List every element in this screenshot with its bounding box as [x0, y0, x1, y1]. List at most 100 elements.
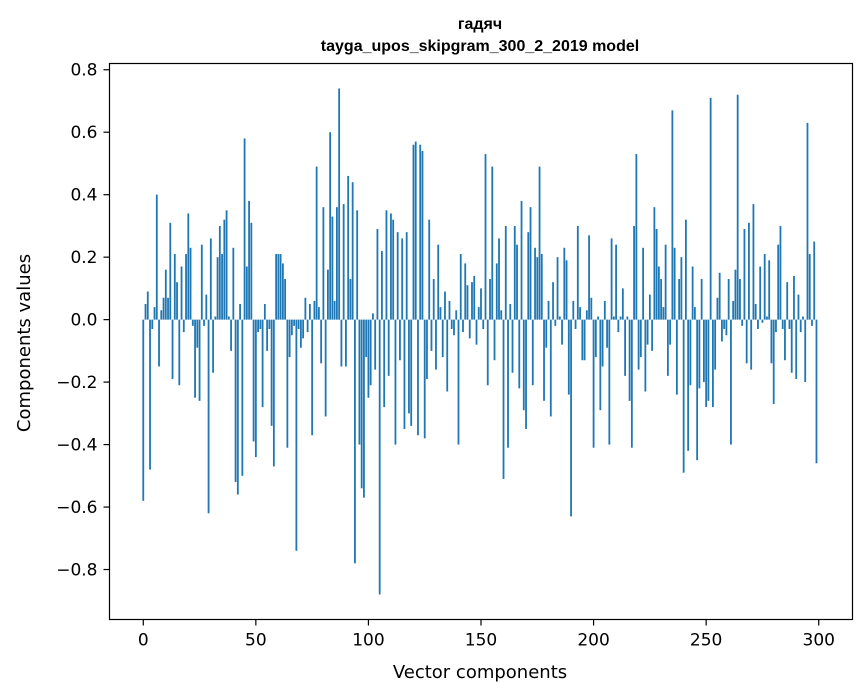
- bar: [329, 132, 332, 320]
- bar: [342, 204, 345, 320]
- bar: [543, 319, 545, 401]
- bar: [599, 319, 602, 411]
- bar: [754, 304, 757, 320]
- bar: [464, 263, 467, 320]
- bar: [430, 319, 433, 351]
- y-tick-label: 0.4: [70, 186, 97, 206]
- bar: [374, 319, 377, 370]
- bar: [187, 213, 190, 320]
- bar: [493, 319, 496, 361]
- bar: [660, 279, 663, 320]
- bar: [232, 247, 235, 320]
- bar: [272, 319, 275, 467]
- bar: [387, 319, 390, 376]
- bar: [518, 319, 521, 389]
- bar: [302, 319, 305, 339]
- bar: [669, 319, 672, 345]
- bar: [200, 244, 203, 320]
- y-tick-label: −0.2: [56, 373, 97, 393]
- y-axis: −0.8 −0.6 −0.4 −0.2 0.0 0.2 0.4 0.6 0.8: [56, 61, 110, 581]
- bar: [234, 319, 237, 483]
- bar: [606, 319, 608, 348]
- bar: [394, 319, 397, 445]
- bar: [390, 213, 392, 320]
- bar: [790, 319, 793, 373]
- bars-group: [142, 88, 818, 595]
- bar: [502, 319, 505, 479]
- bar: [536, 257, 539, 320]
- bar: [369, 319, 372, 386]
- bar: [331, 216, 334, 320]
- chart-subtitle: tayga_upos_skipgram_300_2_2019 model: [321, 38, 639, 55]
- bar: [169, 222, 172, 320]
- bar: [257, 319, 259, 333]
- bar: [327, 269, 329, 320]
- bar: [716, 297, 719, 320]
- bar: [563, 247, 566, 320]
- bar: [356, 210, 359, 320]
- bar: [455, 310, 458, 320]
- bar: [745, 319, 748, 364]
- bar: [687, 319, 690, 451]
- bar: [462, 319, 464, 333]
- bar: [793, 275, 795, 320]
- bar: [284, 279, 287, 320]
- bar: [322, 207, 325, 320]
- bar: [239, 304, 241, 320]
- bar: [354, 319, 356, 564]
- bar: [675, 319, 678, 395]
- bar: [317, 307, 320, 320]
- plot-frame: [108, 62, 854, 621]
- bar: [392, 219, 395, 320]
- bar: [250, 222, 253, 320]
- bar: [194, 319, 196, 398]
- bar: [426, 319, 428, 379]
- bar: [655, 229, 658, 320]
- bar: [709, 97, 712, 320]
- bar: [576, 225, 579, 320]
- bar: [149, 319, 151, 470]
- bar: [736, 94, 739, 320]
- bar: [410, 319, 413, 426]
- bar: [581, 319, 584, 361]
- y-tick-label: 0.6: [70, 123, 97, 143]
- bar: [639, 319, 642, 358]
- bar: [547, 300, 550, 320]
- bar: [254, 319, 257, 458]
- bar: [815, 319, 818, 464]
- bar: [315, 166, 318, 320]
- bar: [617, 319, 620, 333]
- bar: [626, 316, 629, 320]
- bar: [597, 316, 599, 320]
- bar: [802, 316, 804, 320]
- bar: [635, 154, 638, 320]
- bar: [531, 319, 534, 386]
- chart-title: гадяч: [458, 16, 502, 33]
- bar: [529, 207, 532, 320]
- bar: [207, 319, 210, 514]
- bar: [752, 204, 755, 320]
- bar: [567, 319, 570, 395]
- bar: [615, 244, 617, 320]
- bar: [243, 138, 246, 320]
- x-tick-label: 200: [577, 631, 609, 651]
- bar: [268, 319, 271, 329]
- bar: [223, 219, 226, 320]
- x-tick-label: 250: [690, 631, 722, 651]
- bar: [155, 194, 158, 320]
- bar: [811, 319, 813, 326]
- y-tick-label: −0.8: [56, 561, 97, 581]
- bar: [453, 319, 455, 336]
- bar: [446, 319, 449, 392]
- bar: [221, 254, 223, 320]
- bar: [367, 319, 370, 398]
- bar: [621, 288, 624, 320]
- bar: [333, 300, 336, 320]
- bar: [261, 319, 264, 408]
- bar: [700, 279, 703, 320]
- bar: [160, 310, 163, 320]
- bar: [507, 319, 509, 448]
- bar: [781, 319, 784, 329]
- bar: [225, 210, 228, 320]
